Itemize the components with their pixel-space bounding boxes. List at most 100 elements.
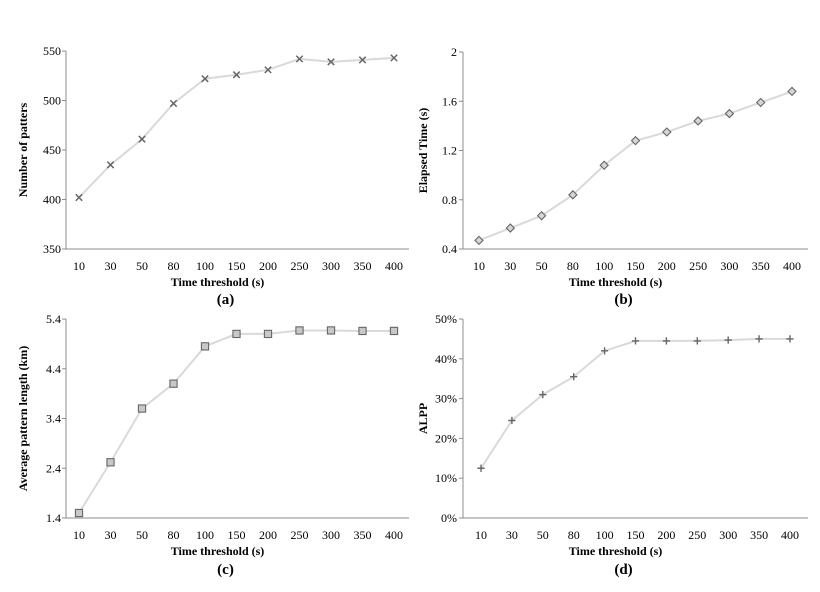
chart-c-point [106, 458, 115, 467]
chart-d-ytick-label: 50% [435, 312, 457, 326]
chart-a-point [138, 135, 146, 143]
chart-b-xtick-label: 80 [567, 259, 579, 273]
chart-d-xtick-label: 300 [719, 528, 737, 542]
chart-b-point [536, 210, 547, 221]
chart-d-xtick-label: 10 [475, 528, 487, 542]
chart-d-point [508, 416, 516, 425]
chart-b-xtick-label: 400 [783, 259, 801, 273]
chart-d-ytick-label: 30% [435, 392, 457, 406]
chart-b-ytick-label: 2 [451, 45, 457, 59]
chart-b-point [474, 235, 484, 246]
chart-d-xtick-label: 100 [596, 528, 614, 542]
chart-d-point [601, 347, 609, 355]
chart-d-point [570, 373, 578, 381]
chart-c-xtick-label: 50 [136, 528, 148, 542]
chart-a-x-axis-label: Time threshold (s) [171, 275, 265, 289]
chart-d-point [539, 391, 547, 399]
chart-c-xtick-label: 80 [168, 528, 180, 542]
chart-d-point [477, 464, 485, 472]
chart-d-xtick-label: 50 [537, 528, 549, 542]
chart-a-xtick-label: 400 [385, 259, 403, 273]
chart-d-point [755, 335, 763, 343]
chart-a-xtick-label: 300 [322, 259, 340, 273]
chart-b-xtick-label: 300 [720, 259, 738, 273]
chart-d-xtick-label: 80 [568, 528, 580, 542]
chart-a-point [106, 161, 115, 169]
chart-c-panel-label: (c) [217, 562, 234, 578]
chart-a-xtick-label: 100 [196, 259, 214, 273]
chart-c-xtick-label: 400 [385, 528, 403, 542]
chart-c-backdrop [10, 310, 410, 586]
chart-d-xtick-label: 150 [627, 528, 645, 542]
chart-b-xtick-label: 30 [504, 259, 516, 273]
chart-a-point [201, 74, 209, 83]
chart-b-xtick-label: 250 [689, 259, 707, 273]
chart-b-point [505, 223, 516, 233]
chart-a-y-axis-label: Number of patters [16, 102, 30, 197]
chart-d-x-axis-label: Time threshold (s) [569, 544, 663, 558]
chart-c-xtick-label: 350 [354, 528, 372, 542]
chart-d-xtick-label: 200 [657, 528, 675, 542]
chart-b-xtick-label: 100 [595, 259, 613, 273]
chart-d-xtick-label: 250 [688, 528, 706, 542]
chart-b-panel-label: (b) [614, 292, 632, 308]
chart-d-ytick-label: 10% [435, 471, 457, 485]
chart-c-ytick-label: 4.4 [46, 362, 61, 376]
chart-c-ytick-label: 1.4 [46, 511, 61, 525]
chart-c-xtick-label: 100 [196, 528, 214, 542]
chart-b-ytick-label: 0.8 [442, 193, 457, 207]
chart-c-ytick-label: 5.4 [46, 312, 61, 326]
chart-b-point [787, 86, 797, 97]
chart-c-xtick-label: 10 [73, 528, 85, 542]
chart-a-xtick-label: 350 [354, 259, 372, 273]
chart-c-xtick-label: 250 [291, 528, 309, 542]
chart-b-xtick-label: 10 [473, 259, 485, 273]
chart-b-point [568, 190, 578, 200]
chart-d-point [693, 337, 701, 345]
chart-a-panel-label: (a) [217, 292, 235, 308]
chart-b-xtick-label: 200 [658, 259, 676, 273]
chart-b-xtick-label: 150 [627, 259, 645, 273]
chart-d-point [662, 337, 670, 345]
chart-a-xtick-label: 50 [136, 259, 148, 273]
chart-d-ytick-label: 0% [441, 511, 457, 525]
chart-c-point [232, 329, 241, 339]
chart-b-point [724, 108, 735, 119]
chart-c-point [137, 404, 147, 413]
chart-a-point [75, 193, 83, 202]
chart-c-point [263, 329, 273, 339]
chart-b-point [599, 160, 609, 171]
chart-a-point [232, 71, 241, 79]
chart-d-point [631, 337, 640, 345]
chart-a-xtick-label: 10 [73, 259, 85, 273]
chart-d-point [724, 336, 732, 344]
chart-b-backdrop [410, 40, 810, 310]
chart-a-xtick-label: 80 [168, 259, 180, 273]
chart-b-point [662, 127, 672, 137]
chart-a-ytick-label: 350 [43, 242, 61, 256]
chart-d-panel-label: (d) [614, 562, 632, 578]
chart-b-xtick-label: 350 [752, 259, 770, 273]
chart-a-point [327, 58, 335, 66]
chart-b-xtick-label: 50 [536, 259, 548, 273]
chart-c-point [169, 379, 178, 388]
chart-b-point [755, 97, 766, 108]
chart-d-xtick-label: 30 [506, 528, 518, 542]
chart-a-point [295, 55, 304, 63]
chart-a-backdrop [10, 40, 410, 310]
chart-c-x-axis-label: Time threshold (s) [171, 544, 265, 558]
chart-a-xtick-label: 150 [228, 259, 246, 273]
chart-a-xtick-label: 250 [291, 259, 309, 273]
chart-d-xtick-label: 350 [750, 528, 768, 542]
chart-c-xtick-label: 30 [105, 528, 117, 542]
chart-a-ytick-label: 400 [43, 193, 61, 207]
chart-b-ytick-label: 1.2 [442, 144, 457, 158]
chart-c-xtick-label: 300 [322, 528, 340, 542]
chart-a-xtick-label: 200 [259, 259, 277, 273]
chart-a-ytick-label: 450 [43, 143, 61, 157]
chart-c-ytick-label: 3.4 [46, 412, 61, 426]
chart-d-series-line [480, 337, 790, 469]
chart-d-ytick-label: 20% [435, 431, 457, 445]
chart-d-backdrop [410, 310, 810, 586]
